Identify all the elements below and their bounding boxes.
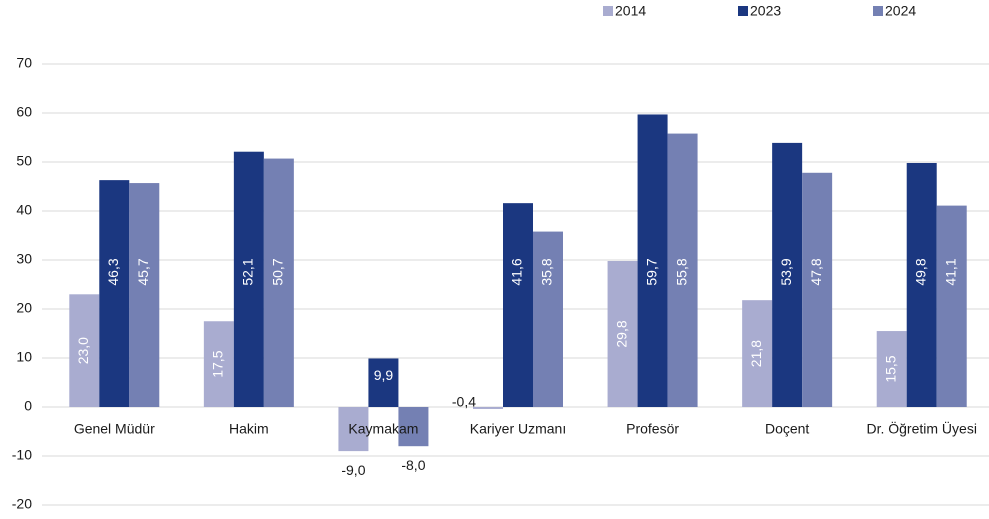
y-tick-label: -10 bbox=[12, 447, 32, 463]
x-tick-label: Doçent bbox=[765, 421, 809, 437]
data-label: 41,6 bbox=[509, 258, 525, 285]
bar bbox=[99, 180, 130, 407]
data-label: 46,3 bbox=[105, 258, 121, 285]
bar bbox=[607, 260, 638, 407]
bar bbox=[263, 158, 294, 407]
data-label: 15,5 bbox=[882, 355, 898, 382]
data-label: 17,5 bbox=[210, 350, 226, 377]
data-label: 35,8 bbox=[539, 258, 555, 285]
bar bbox=[667, 133, 698, 407]
bar bbox=[203, 321, 234, 407]
legend-swatch bbox=[873, 6, 883, 16]
bar bbox=[69, 294, 100, 407]
legend-label: 2023 bbox=[750, 3, 781, 19]
y-tick-label: 30 bbox=[16, 251, 32, 267]
data-label: 55,8 bbox=[673, 258, 689, 285]
y-tick-label: 20 bbox=[16, 300, 32, 316]
y-tick-label: 70 bbox=[16, 55, 32, 71]
y-tick-label: 40 bbox=[16, 202, 32, 218]
data-label: 59,7 bbox=[643, 258, 659, 285]
bar bbox=[473, 407, 503, 409]
legend-label: 2024 bbox=[885, 3, 916, 19]
data-label: 53,9 bbox=[778, 258, 794, 285]
bar bbox=[338, 407, 369, 452]
bar bbox=[398, 407, 429, 447]
data-label: -9,0 bbox=[341, 462, 365, 478]
bar bbox=[802, 172, 833, 407]
bar bbox=[742, 300, 773, 407]
bar bbox=[368, 358, 399, 407]
bar bbox=[533, 231, 563, 407]
data-label: 50,7 bbox=[270, 258, 286, 285]
bar bbox=[233, 151, 264, 407]
y-tick-label: 60 bbox=[16, 104, 32, 120]
data-label: 49,8 bbox=[912, 258, 928, 285]
data-label: -8,0 bbox=[401, 457, 425, 473]
data-label: 29,8 bbox=[613, 320, 629, 347]
bar bbox=[503, 203, 533, 407]
data-label: 45,7 bbox=[135, 258, 151, 285]
bar bbox=[129, 183, 160, 407]
x-tick-label: Kariyer Uzmanı bbox=[470, 421, 566, 437]
data-label: 47,8 bbox=[808, 258, 824, 285]
bar bbox=[772, 142, 803, 407]
bar bbox=[906, 162, 937, 407]
y-tick-label: 0 bbox=[24, 398, 32, 414]
legend-swatch bbox=[603, 6, 613, 16]
data-label: -0,4 bbox=[452, 394, 476, 410]
data-label: 9,9 bbox=[374, 367, 394, 383]
x-tick-label: Profesör bbox=[626, 421, 679, 437]
x-tick-label: Genel Müdür bbox=[74, 421, 155, 437]
legend-label: 2014 bbox=[615, 3, 646, 19]
data-label: 21,8 bbox=[748, 340, 764, 367]
bar bbox=[637, 114, 668, 407]
bar bbox=[876, 331, 907, 407]
data-label: 41,1 bbox=[942, 258, 958, 285]
legend-swatch bbox=[738, 6, 748, 16]
data-label: 52,1 bbox=[240, 258, 256, 285]
x-tick-label: Kaymakam bbox=[348, 421, 418, 437]
x-tick-label: Dr. Öğretim Üyesi bbox=[866, 420, 976, 437]
data-label: 23,0 bbox=[75, 337, 91, 364]
y-tick-label: 50 bbox=[16, 153, 32, 169]
y-tick-label: -20 bbox=[12, 496, 32, 512]
x-tick-label: Hakim bbox=[229, 421, 269, 437]
bar bbox=[936, 205, 967, 407]
y-tick-label: 10 bbox=[16, 349, 32, 365]
